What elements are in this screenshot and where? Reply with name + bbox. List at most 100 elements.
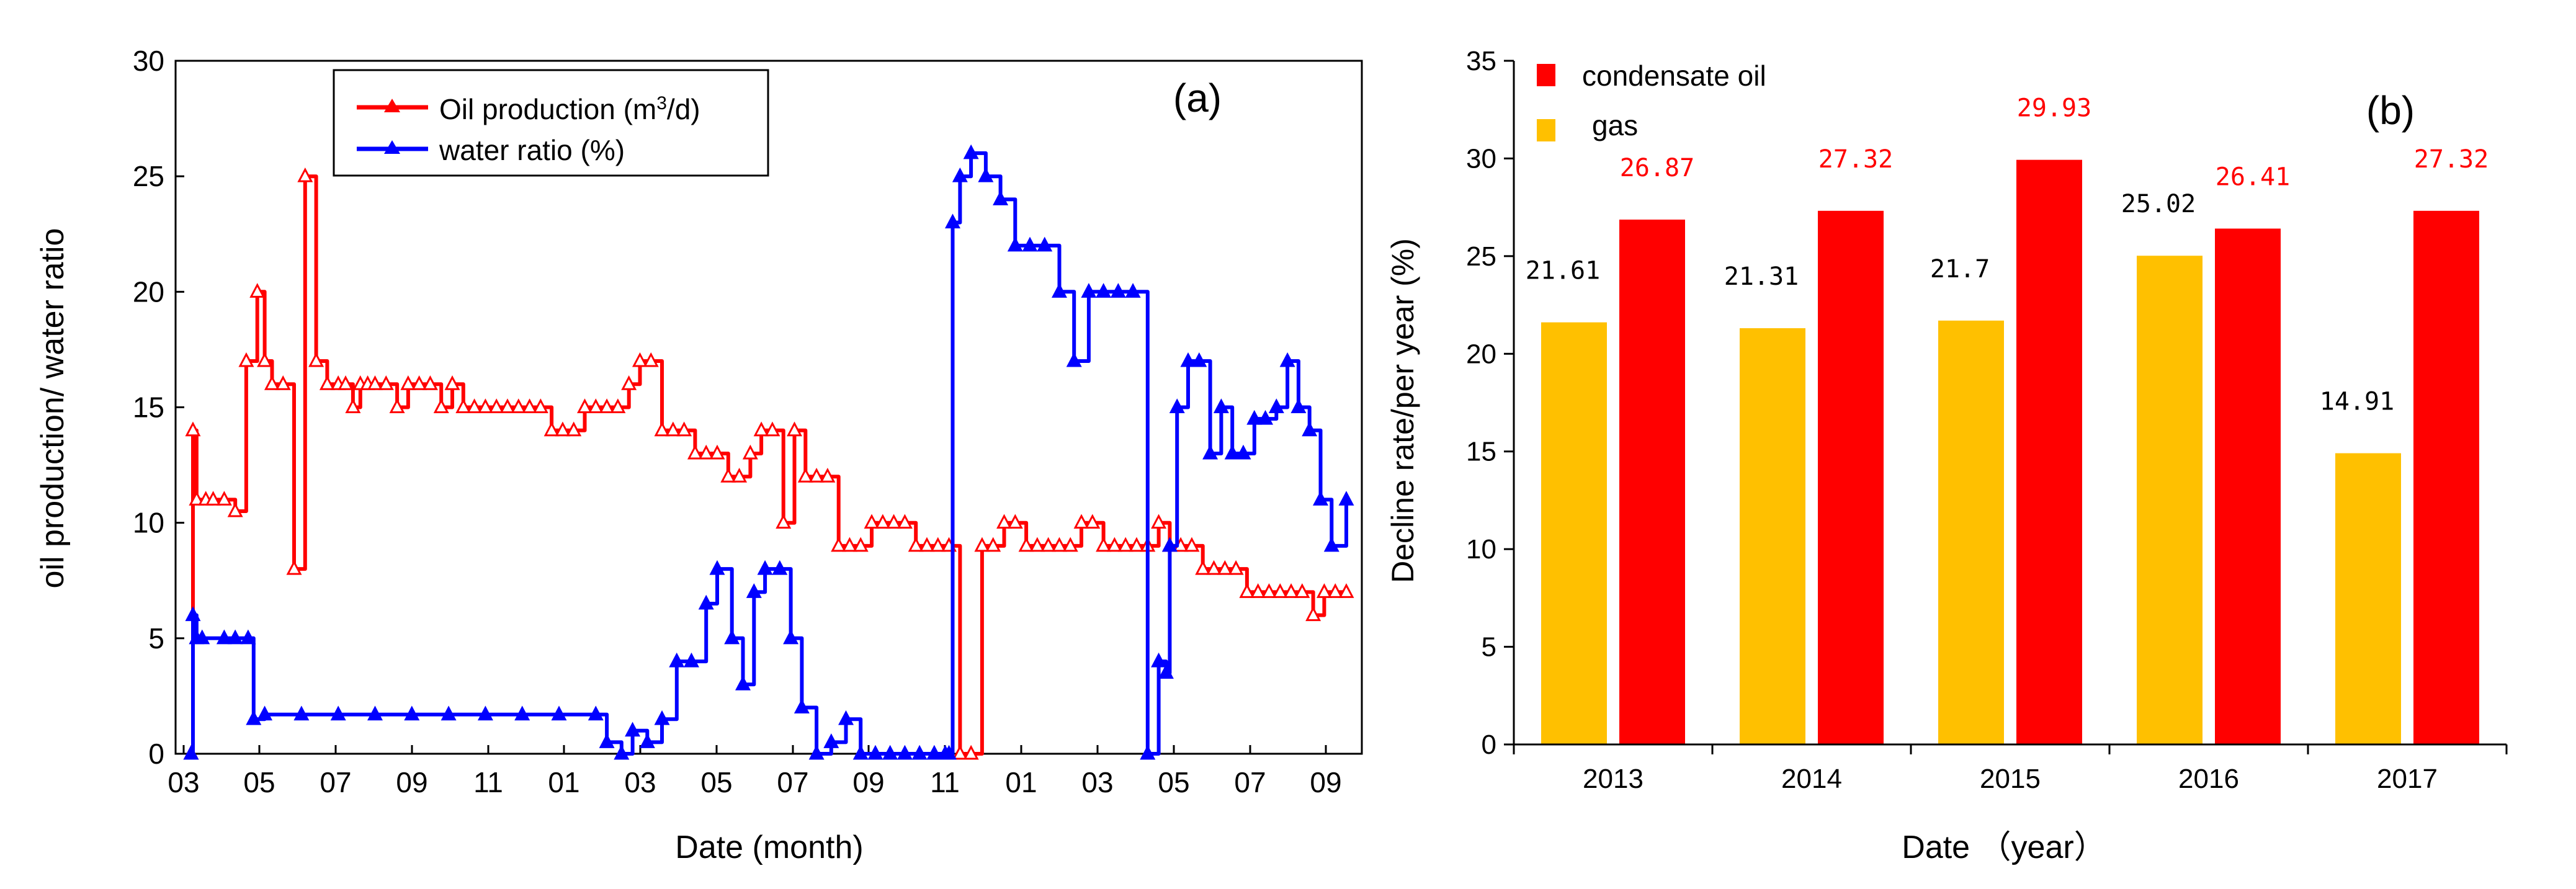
a-point <box>1338 583 1354 598</box>
a-point <box>1246 409 1263 425</box>
a-point <box>441 705 457 721</box>
a-point <box>787 421 802 437</box>
a-point <box>676 421 692 437</box>
a-point <box>411 375 427 390</box>
panel-b-y-axis: 0 5 10 15 20 25 30 35 <box>1466 46 1515 760</box>
a-point <box>422 375 438 390</box>
a-point <box>183 744 199 760</box>
legend-gas-swatch <box>1537 119 1555 141</box>
a-point <box>852 744 869 760</box>
a-point <box>698 444 714 460</box>
a-ytick-label: 0 <box>148 738 164 770</box>
legend-condensate-swatch <box>1537 64 1555 86</box>
b-ytick-label: 25 <box>1466 241 1496 272</box>
a-point <box>643 352 659 367</box>
b-bar-label: 21.31 <box>1724 262 1799 291</box>
a-point <box>511 398 527 413</box>
a-point <box>687 444 703 460</box>
a-point <box>257 352 273 367</box>
a-point <box>831 537 847 552</box>
panel-a-x-axis: 03 05 07 09 11 01 03 05 07 09 11 01 03 05 07 09 <box>168 745 1342 798</box>
a-point <box>216 629 232 645</box>
a-point <box>1228 560 1244 575</box>
b-bar-condensate-2016 <box>2215 228 2281 744</box>
a-point <box>1327 583 1343 598</box>
a-point <box>185 421 201 437</box>
b-bar-condensate-2015 <box>2016 159 2082 744</box>
a-point <box>1283 583 1299 598</box>
a-point <box>1202 444 1219 460</box>
a-point <box>293 705 310 721</box>
a-point <box>632 352 648 367</box>
a-point <box>367 705 383 721</box>
a-point <box>227 629 243 645</box>
a-point <box>1158 664 1174 679</box>
a-point <box>808 467 825 483</box>
a-point <box>1051 283 1067 298</box>
a-point <box>1096 537 1112 552</box>
a-point <box>477 705 493 721</box>
a-xtick-label: 01 <box>1005 766 1037 798</box>
panel-a-series <box>183 144 1354 760</box>
a-point <box>1224 444 1240 460</box>
a-point <box>742 444 758 460</box>
panel-a-tag: (a) <box>1173 76 1222 120</box>
a-point <box>404 705 420 721</box>
legend-water-label: water ratio (%) <box>439 134 625 166</box>
a-point <box>1140 744 1156 760</box>
a-series-oil <box>183 167 1354 760</box>
a-xtick-label: 01 <box>548 766 579 798</box>
a-point <box>886 514 902 529</box>
b-bar-condensate-2013 <box>1619 219 1685 744</box>
a-point <box>996 514 1013 529</box>
a-point <box>1261 583 1277 598</box>
a-point <box>238 352 254 367</box>
a-point <box>724 629 740 645</box>
a-point <box>665 421 681 437</box>
a-point <box>654 421 670 437</box>
b-bar-label: 14.91 <box>2320 388 2394 416</box>
a-point <box>1272 583 1288 598</box>
a-point <box>1279 352 1295 367</box>
b-bar-gas-2015 <box>1938 320 2004 744</box>
b-ytick-label: 30 <box>1466 143 1496 174</box>
a-point <box>731 467 748 483</box>
b-category-label: 2016 <box>2178 764 2239 794</box>
a-point <box>882 744 898 760</box>
b-bar-label: 25.02 <box>2121 190 2196 218</box>
a-point <box>709 444 725 460</box>
a-point <box>588 398 604 413</box>
a-point <box>746 583 762 598</box>
a-point <box>621 375 637 390</box>
a-point <box>477 398 493 413</box>
b-bar-label: 27.32 <box>1818 145 1893 174</box>
a-point <box>275 375 291 390</box>
a-point <box>1294 583 1310 598</box>
a-point <box>757 560 773 575</box>
b-ytick-label: 15 <box>1466 437 1496 467</box>
a-point <box>1169 398 1185 413</box>
b-category-label: 2015 <box>1980 764 2041 794</box>
a-point <box>378 375 394 390</box>
b-bar-label: 26.87 <box>1620 154 1694 182</box>
a-point <box>926 744 942 760</box>
a-series-line <box>191 174 1346 756</box>
panel-a-legend: Oil production (m3/d) water ratio (%) <box>333 69 769 177</box>
a-point <box>1305 606 1322 622</box>
b-bar-gas-2013 <box>1541 322 1607 744</box>
a-point <box>783 629 799 645</box>
a-ytick-label: 15 <box>133 391 164 424</box>
a-xtick-label: 03 <box>168 766 199 798</box>
a-point <box>543 421 560 437</box>
a-point <box>808 744 825 760</box>
a-point <box>555 421 571 437</box>
a-point <box>205 491 221 506</box>
a-point <box>514 705 530 721</box>
a-point <box>683 652 699 668</box>
a-point <box>1206 560 1222 575</box>
a-point <box>1129 537 1145 552</box>
a-point <box>897 744 913 760</box>
a-point <box>1151 652 1167 668</box>
a-point <box>841 537 857 552</box>
